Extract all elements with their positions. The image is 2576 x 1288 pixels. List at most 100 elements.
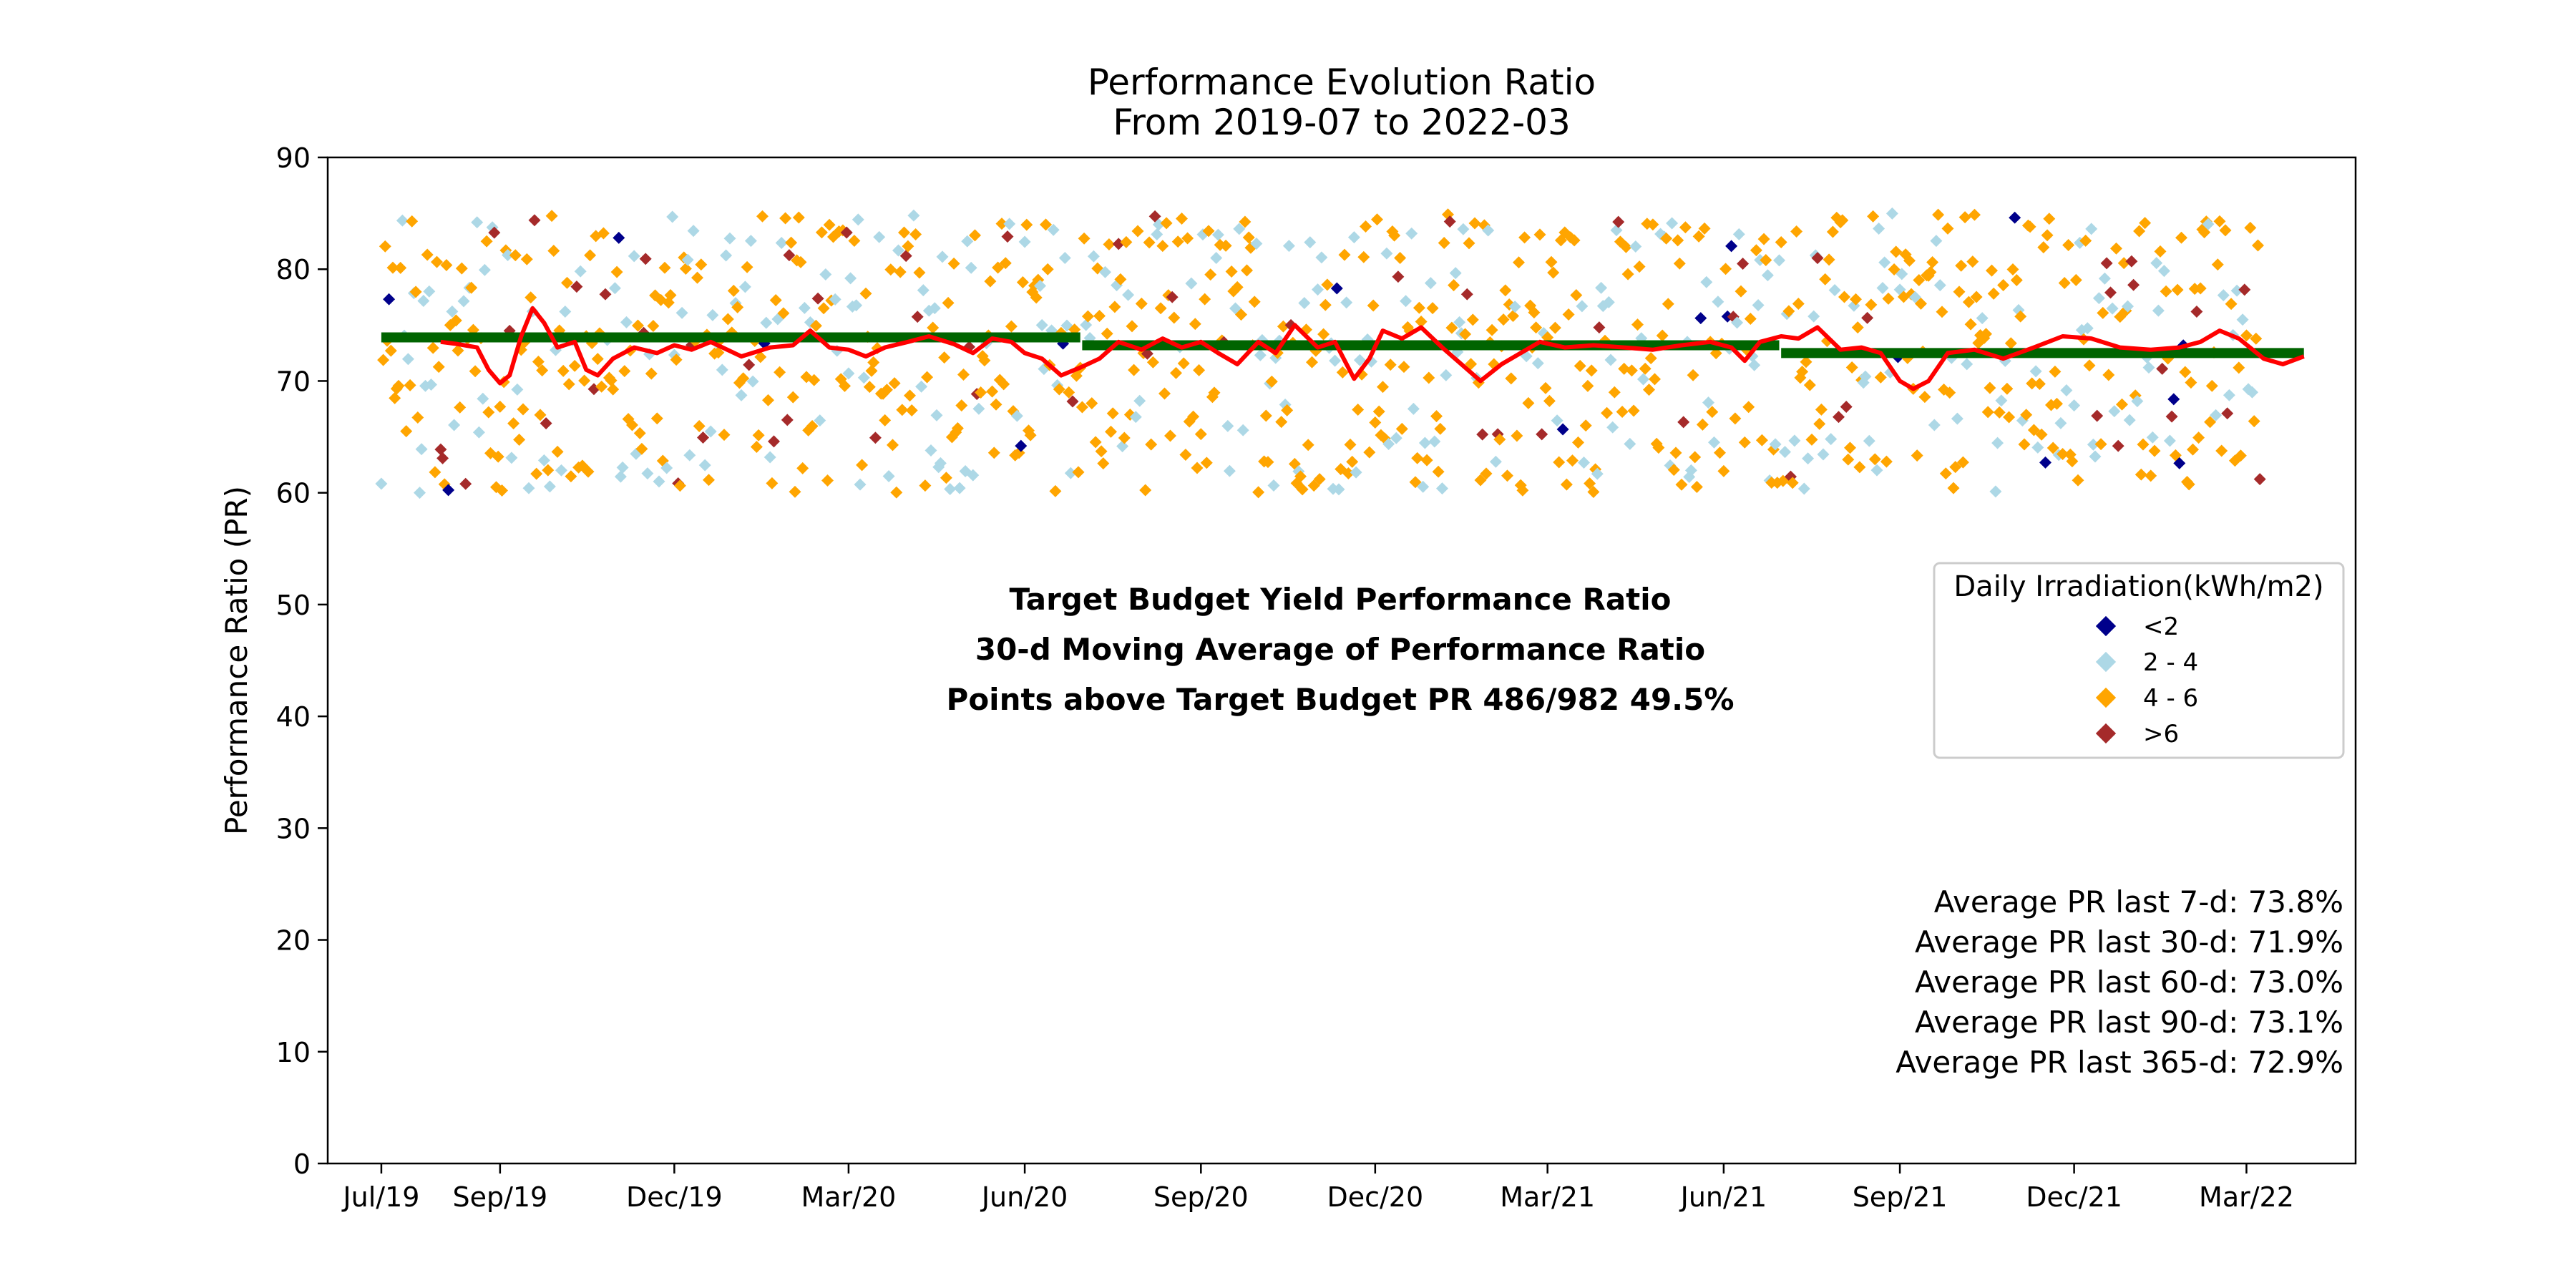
daily-pr-point [383, 293, 396, 306]
daily-pr-point [421, 248, 434, 261]
daily-pr-point [532, 356, 545, 368]
daily-pr-point [616, 461, 629, 474]
daily-pr-point [647, 320, 660, 332]
daily-pr-point [480, 235, 493, 248]
daily-pr-point [673, 479, 686, 492]
daily-pr-point [551, 445, 564, 458]
daily-pr-point [472, 426, 485, 439]
chart-subtitle: From 2019-07 to 2022-03 [1113, 102, 1571, 143]
average-pr-90d: Average PR last 90-d: 73.1% [1915, 1005, 2343, 1040]
daily-pr-point [568, 359, 581, 372]
daily-pr-point [645, 367, 658, 380]
daily-pr-point [626, 419, 638, 431]
average-pr-summary: Average PR last 7-d: 73.8% Average PR la… [1896, 884, 2343, 1080]
daily-pr-point [716, 364, 728, 376]
daily-pr-point [584, 249, 597, 262]
y-tick-label: 40 [276, 701, 311, 733]
daily-pr-point [664, 289, 677, 301]
daily-pr-point [414, 487, 426, 499]
daily-pr-point [542, 464, 555, 477]
daily-pr-point [505, 452, 518, 464]
daily-pr-point [452, 344, 464, 357]
x-tick-label: Jun/21 [1679, 1181, 1767, 1213]
x-tick-label: Jun/20 [980, 1181, 1068, 1213]
daily-pr-point [578, 374, 591, 387]
legend-marker [2095, 687, 2117, 708]
daily-pr-point [681, 253, 694, 266]
x-tick-label: Mar/20 [801, 1181, 896, 1213]
daily-pr-point [559, 306, 572, 318]
moving-average-path [440, 306, 2305, 391]
daily-pr-point [693, 420, 706, 432]
legend-entry: <2 [2095, 613, 2179, 641]
daily-pr-point [607, 383, 620, 396]
daily-pr-point [411, 411, 424, 424]
target-label: Target Budget Yield Performance Ratio [1010, 582, 1672, 617]
legend-box [1933, 562, 2345, 759]
daily-pr-point [377, 353, 390, 366]
daily-pr-point [666, 210, 679, 223]
daily-pr-point [442, 484, 455, 497]
daily-pr-point [653, 475, 665, 488]
daily-pr-point [496, 484, 508, 497]
daily-pr-point [478, 263, 491, 276]
daily-pr-point [488, 226, 501, 239]
average-pr-7d: Average PR last 7-d: 73.8% [1934, 884, 2343, 919]
daily-pr-point [507, 417, 520, 430]
daily-pr-point [703, 474, 715, 487]
daily-pr-point [605, 374, 618, 387]
daily-pr-point [471, 216, 484, 229]
daily-pr-point [628, 250, 640, 263]
daily-pr-point [712, 346, 725, 359]
daily-pr-point [502, 249, 514, 261]
daily-pr-point [449, 314, 462, 327]
x-tick-label: Mar/21 [1500, 1181, 1595, 1213]
legend: Daily Irradiation(kWh/m2) <2 2 - 4 4 - 6… [1933, 562, 2345, 759]
legend-title: Daily Irradiation(kWh/m2) [1953, 570, 2323, 603]
daily-pr-point [465, 281, 478, 294]
daily-pr-point [698, 459, 711, 472]
daily-pr-point [570, 280, 583, 293]
daily-pr-point [718, 429, 731, 441]
daily-pr-point [660, 462, 673, 474]
moving-average-line [440, 306, 2305, 391]
chart-title: Performance Evolution Ratio [1088, 62, 1596, 103]
daily-pr-point [448, 419, 461, 431]
y-axis: 0 10 20 30 40 50 60 70 80 90 [276, 142, 328, 1180]
daily-pr-point [400, 425, 413, 438]
daily-pr-point [415, 443, 428, 456]
x-tick-label: Mar/22 [2199, 1181, 2294, 1213]
daily-pr-point [431, 255, 443, 268]
daily-pr-point [528, 214, 541, 227]
daily-pr-point [440, 259, 453, 271]
daily-pr-point [599, 288, 612, 301]
daily-pr-point [454, 401, 467, 414]
legend-entry: >6 [2095, 720, 2179, 748]
daily-pr-point [522, 482, 535, 494]
legend-marker [2095, 723, 2117, 744]
daily-pr-point [562, 378, 575, 391]
daily-pr-point [396, 214, 409, 227]
daily-pr-point [511, 383, 524, 396]
daily-pr-point [392, 379, 405, 392]
daily-pr-point [525, 291, 537, 304]
x-tick-label: Dec/19 [626, 1181, 723, 1213]
daily-pr-point [695, 258, 708, 271]
daily-pr-point [425, 379, 437, 391]
daily-pr-point [446, 305, 459, 318]
daily-pr-point [394, 261, 407, 274]
daily-pr-point [455, 262, 468, 275]
daily-pr-point [720, 249, 733, 262]
daily-pr-point [591, 353, 604, 366]
daily-pr-point [620, 316, 633, 328]
daily-pr-point [597, 227, 610, 240]
daily-pr-point [432, 361, 445, 374]
y-tick-label: 50 [276, 590, 311, 621]
moving-average-label: 30-d Moving Average of Performance Ratio [975, 632, 1705, 667]
y-tick-label: 20 [276, 925, 311, 957]
daily-pr-point [614, 470, 627, 483]
daily-pr-point [639, 253, 652, 265]
daily-pr-point [635, 442, 648, 455]
daily-pr-point [537, 454, 550, 467]
x-tick-label: Sep/20 [1153, 1181, 1249, 1213]
